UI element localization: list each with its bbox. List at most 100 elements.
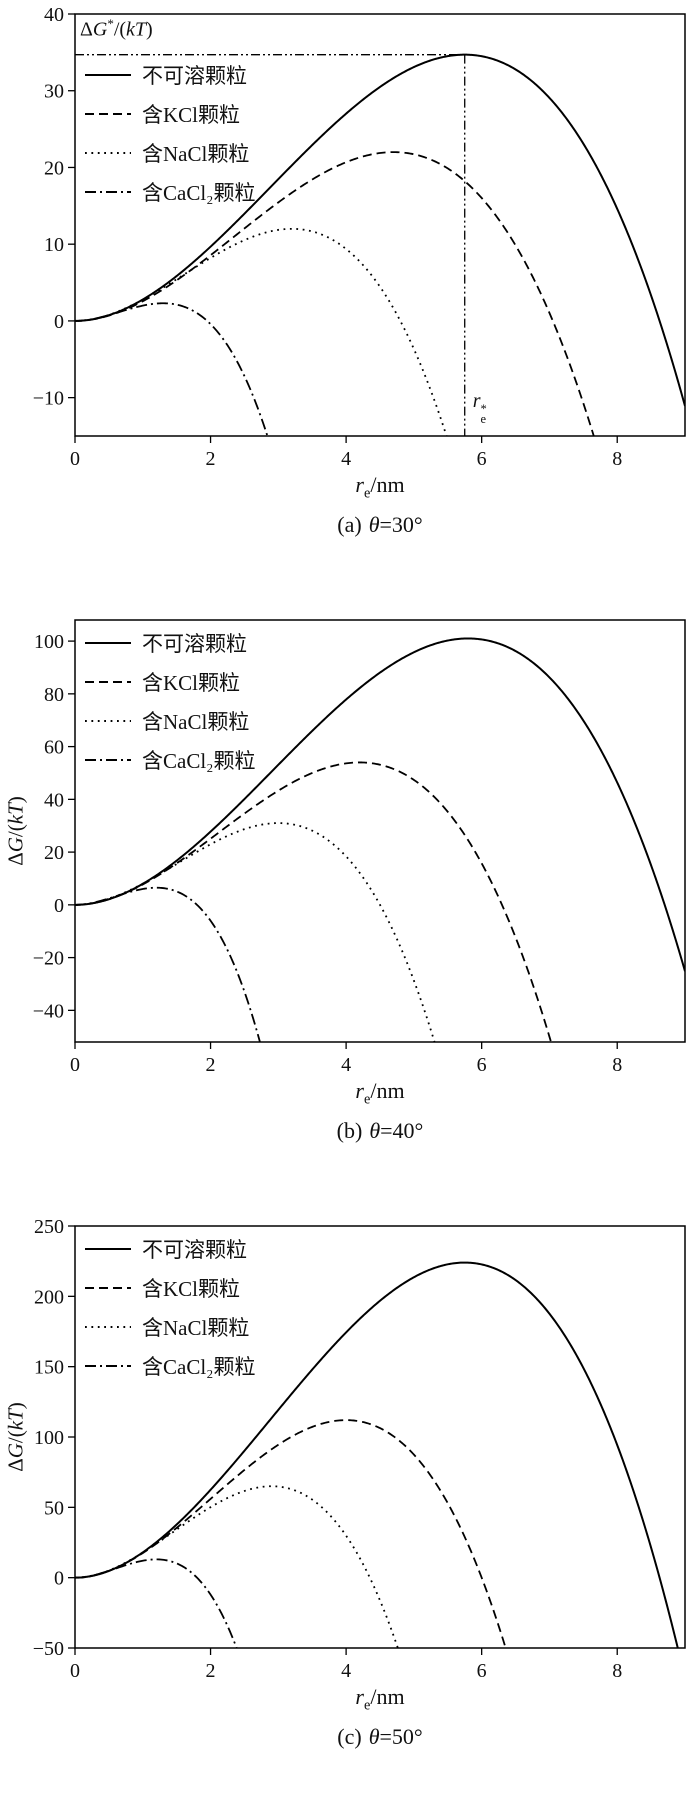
anno-post: ) bbox=[146, 18, 153, 41]
series-curve-insoluble bbox=[75, 1261, 679, 1648]
y-axis-title-b: ΔG/(kT) bbox=[4, 796, 29, 866]
caption-b: (b) θ=40° bbox=[75, 1118, 685, 1144]
x-tick-label: 6 bbox=[477, 448, 487, 470]
y-tick-label: −40 bbox=[33, 1000, 64, 1022]
y-tick-label: 50 bbox=[44, 1497, 64, 1519]
legend-a: 不可溶颗粒 含KCl颗粒 含NaCl颗粒 含CaCl₂颗粒 bbox=[84, 60, 256, 207]
caption-value: =30° bbox=[379, 512, 423, 537]
x-tick-label: 0 bbox=[70, 1054, 80, 1076]
legend-line-sample-dashed bbox=[85, 681, 131, 683]
x-tick-label: 6 bbox=[477, 1054, 487, 1076]
legend-line-sample-dashdot bbox=[85, 759, 131, 761]
caption-a: (a) θ=30° bbox=[75, 512, 685, 538]
x-unit: /nm bbox=[370, 472, 405, 497]
y-var-g: G bbox=[3, 1443, 28, 1459]
plot-area-b: 0 2 4 6 8 −40 −20 0 20 40 60 80 100 bbox=[33, 619, 686, 1076]
caption-index: (a) bbox=[337, 512, 362, 537]
y-tick-label: −20 bbox=[33, 948, 64, 970]
r-supsub: * e bbox=[480, 401, 487, 427]
chart-panel-b: 0 2 4 6 8 −40 −20 0 20 40 60 80 100 ΔG/(kT) 不可溶颗粒 含KC… bbox=[0, 606, 700, 1212]
legend-label: 含NaCl颗粒 bbox=[142, 142, 250, 166]
legend-label: 含CaCl₂颗粒 bbox=[142, 749, 256, 773]
y-tick-label: 40 bbox=[44, 4, 64, 26]
y-var-kt: kT bbox=[3, 1409, 28, 1431]
critical-radius-label: r * e bbox=[473, 390, 487, 425]
legend-b: 不可溶颗粒含KCl颗粒 含NaCl颗粒 含CaCl₂颗粒 bbox=[84, 628, 256, 775]
caption-theta: θ bbox=[368, 1724, 380, 1749]
x-tick-label: 8 bbox=[612, 1660, 622, 1682]
x-unit: /nm bbox=[370, 1078, 405, 1103]
series-curve-nacl bbox=[75, 227, 448, 436]
caption-c: (c) θ=50° bbox=[75, 1724, 685, 1750]
x-tick-label: 4 bbox=[341, 1660, 351, 1682]
legend-line-sample-dashed bbox=[85, 1287, 131, 1289]
y-tick-label: 150 bbox=[34, 1357, 64, 1379]
legend-line-sample-solid bbox=[85, 1248, 131, 1250]
series-curve-insoluble bbox=[75, 53, 685, 407]
series-curve-cacl2 bbox=[75, 1558, 238, 1648]
y-tick-label: 60 bbox=[44, 737, 64, 759]
legend-item-insoluble: 不可溶颗粒 bbox=[84, 628, 256, 658]
series-curve-insoluble bbox=[75, 637, 685, 972]
y-var-kt: kT bbox=[3, 803, 28, 825]
y-var-g: G bbox=[3, 837, 28, 853]
legend-item-cacl2: 含CaCl₂颗粒 bbox=[84, 177, 256, 207]
y-tick-label: 200 bbox=[34, 1286, 64, 1308]
y-tick-label: 250 bbox=[34, 1216, 64, 1238]
legend-line-sample-dashed bbox=[85, 113, 131, 115]
x-tick-label: 6 bbox=[477, 1660, 487, 1682]
x-tick-label: 8 bbox=[612, 1054, 622, 1076]
legend-label: 含NaCl颗粒 bbox=[142, 710, 250, 734]
caption-theta: θ bbox=[369, 1118, 381, 1143]
anno-mid: /( bbox=[113, 18, 127, 41]
legend-item-nacl: 含NaCl颗粒 bbox=[84, 706, 256, 736]
legend-line-sample-dashdot bbox=[85, 1365, 131, 1367]
legend-label: 不可溶颗粒 bbox=[142, 64, 247, 88]
anno-var-g: G bbox=[92, 18, 108, 41]
series-curve-nacl bbox=[75, 1485, 399, 1648]
x-tick-label: 4 bbox=[341, 448, 351, 470]
legend-item-nacl: 含NaCl颗粒 bbox=[84, 138, 256, 168]
series-curve-cacl2 bbox=[75, 302, 269, 436]
x-axis-title-a: re/nm bbox=[75, 472, 685, 502]
y-axis-title-c: ΔG/(kT) bbox=[4, 1402, 29, 1472]
legend-line-sample-dotted bbox=[85, 1326, 131, 1328]
y-mid: /( bbox=[3, 824, 28, 838]
legend-item-insoluble: 不可溶颗粒 bbox=[84, 60, 256, 90]
legend-line-sample-dotted bbox=[85, 152, 131, 154]
legend-item-insoluble: 不可溶颗粒 bbox=[84, 1234, 256, 1264]
legend-line-sample-dotted bbox=[85, 720, 131, 722]
y-tick-label: 40 bbox=[44, 789, 64, 811]
x-tick-label: 2 bbox=[206, 448, 216, 470]
legend-line-sample-solid bbox=[85, 74, 131, 76]
y-tick-label: 20 bbox=[44, 842, 64, 864]
x-var: r bbox=[355, 1684, 364, 1709]
legend-line-sample-dashdot bbox=[85, 191, 131, 193]
series-curve-kcl bbox=[75, 761, 552, 1042]
y-tick-label: 0 bbox=[54, 311, 64, 333]
x-var-sub: e bbox=[363, 485, 371, 502]
x-tick-label: 2 bbox=[206, 1054, 216, 1076]
legend-label: 含KCl颗粒 bbox=[142, 1277, 241, 1301]
series-curve-cacl2 bbox=[75, 886, 261, 1042]
y-post: ) bbox=[3, 1402, 28, 1410]
anno-star: * bbox=[107, 16, 114, 31]
plot-area-a: 0 2 4 6 8 −10 0 10 20 30 40 bbox=[33, 4, 686, 470]
legend-item-cacl2: 含CaCl₂颗粒 bbox=[84, 745, 256, 775]
x-var-sub: e bbox=[363, 1697, 371, 1714]
x-tick-label: 2 bbox=[206, 1660, 216, 1682]
legend-item-kcl: 含KCl颗粒 bbox=[84, 1273, 256, 1303]
caption-index: (b) bbox=[336, 1118, 363, 1143]
legend-label: 含KCl颗粒 bbox=[142, 671, 241, 695]
caption-theta: θ bbox=[368, 512, 380, 537]
legend-label: 含CaCl₂颗粒 bbox=[142, 1355, 256, 1379]
chart-panel-a: 0 2 4 6 8 −10 0 10 20 30 40 ΔG*/(kT) 不可溶颗粒 含KCl颗粒 含N… bbox=[0, 0, 700, 606]
legend-line-sample-solid bbox=[85, 642, 131, 644]
y-mid: /( bbox=[3, 1430, 28, 1444]
r-var: r bbox=[472, 390, 481, 412]
x-tick-label: 4 bbox=[341, 1054, 351, 1076]
caption-value: =50° bbox=[379, 1724, 423, 1749]
y-delta: Δ bbox=[3, 1458, 28, 1472]
x-tick-label: 8 bbox=[612, 448, 622, 470]
critical-energy-label: ΔG*/(kT) bbox=[80, 16, 153, 42]
